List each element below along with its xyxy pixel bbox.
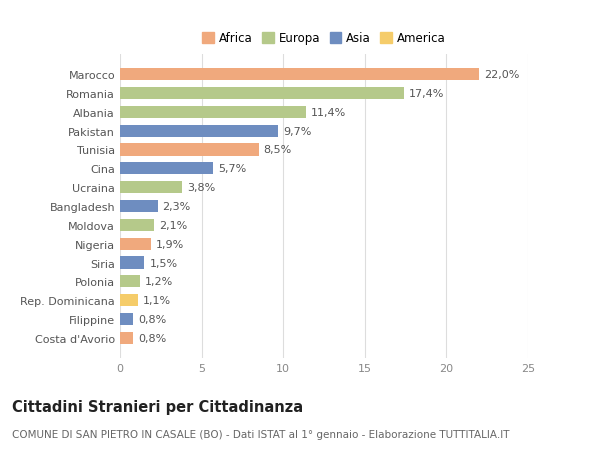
Bar <box>120 163 213 175</box>
Bar <box>120 219 154 231</box>
Bar <box>120 313 133 325</box>
Text: 3,8%: 3,8% <box>187 183 215 193</box>
Text: 22,0%: 22,0% <box>484 70 520 80</box>
Text: Cittadini Stranieri per Cittadinanza: Cittadini Stranieri per Cittadinanza <box>12 399 303 414</box>
Bar <box>120 69 479 81</box>
Bar <box>120 88 404 100</box>
Bar <box>120 257 145 269</box>
Text: 11,4%: 11,4% <box>311 107 346 118</box>
Bar <box>120 182 182 194</box>
Bar <box>120 238 151 250</box>
Text: 2,3%: 2,3% <box>163 202 191 212</box>
Bar <box>120 201 158 213</box>
Text: 0,8%: 0,8% <box>138 314 166 325</box>
Text: 5,7%: 5,7% <box>218 164 246 174</box>
Text: 0,8%: 0,8% <box>138 333 166 343</box>
Bar <box>120 276 140 288</box>
Bar <box>120 144 259 156</box>
Text: 1,2%: 1,2% <box>145 277 173 287</box>
Bar <box>120 106 306 119</box>
Text: 1,9%: 1,9% <box>156 239 184 249</box>
Text: 1,1%: 1,1% <box>143 296 171 306</box>
Text: 2,1%: 2,1% <box>159 220 187 230</box>
Text: 1,5%: 1,5% <box>149 258 178 268</box>
Bar <box>120 294 138 307</box>
Text: 17,4%: 17,4% <box>409 89 444 99</box>
Bar <box>120 332 133 344</box>
Text: 9,7%: 9,7% <box>283 126 311 136</box>
Legend: Africa, Europa, Asia, America: Africa, Europa, Asia, America <box>197 28 451 50</box>
Text: COMUNE DI SAN PIETRO IN CASALE (BO) - Dati ISTAT al 1° gennaio - Elaborazione TU: COMUNE DI SAN PIETRO IN CASALE (BO) - Da… <box>12 429 509 439</box>
Bar <box>120 125 278 137</box>
Text: 8,5%: 8,5% <box>263 145 292 155</box>
